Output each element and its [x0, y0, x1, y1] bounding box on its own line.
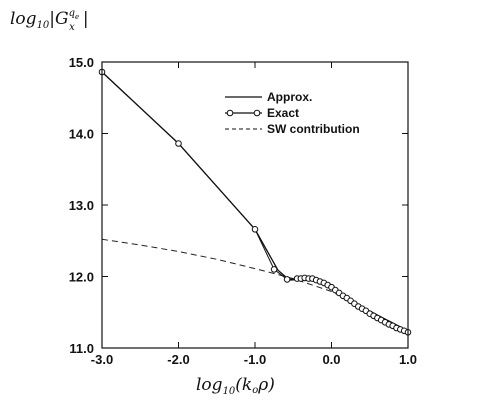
legend-marker-exact-1: [226, 109, 234, 117]
legend-label-exact: Exact: [267, 106, 299, 120]
x-tick-label-0: -3.0: [91, 352, 113, 367]
series-line-sw-contribution: [101, 238, 409, 333]
ticks: [101, 61, 409, 349]
x-tick-label-2: -1.0: [244, 352, 266, 367]
exact-point-4: [283, 276, 291, 283]
plot-series: [98, 68, 412, 336]
y-tick-label-0: 11.0: [69, 341, 94, 356]
x-tick-label-1: -2.0: [167, 352, 189, 367]
y-axis-title: log10|Gqe x |: [10, 8, 89, 33]
x-axis-title: log10(koρ): [196, 375, 275, 397]
x-tick-label-3: 0.0: [322, 352, 340, 367]
exact-point-2: [251, 226, 259, 233]
legend-label-approx: Approx.: [267, 90, 312, 104]
y-tick-label-2: 13.0: [69, 198, 94, 213]
legend: Approx. Exact SW contribution: [225, 90, 360, 136]
exact-point-3: [270, 266, 278, 273]
y-tick-label-3: 14.0: [69, 127, 94, 142]
exact-point-1: [175, 140, 182, 147]
x-tick-label-4: 1.0: [399, 352, 417, 367]
y-tick-labels: 11.0 12.0 13.0 14.0 15.0: [69, 55, 94, 356]
plot-frame: [101, 61, 409, 349]
y-tick-label-1: 12.0: [69, 270, 94, 285]
legend-label-sw: SW contribution: [267, 122, 360, 136]
legend-marker-exact-2: [253, 109, 261, 117]
x-tick-labels: -3.0 -2.0 -1.0 0.0 1.0: [91, 352, 417, 367]
y-tick-label-4: 15.0: [69, 55, 94, 70]
